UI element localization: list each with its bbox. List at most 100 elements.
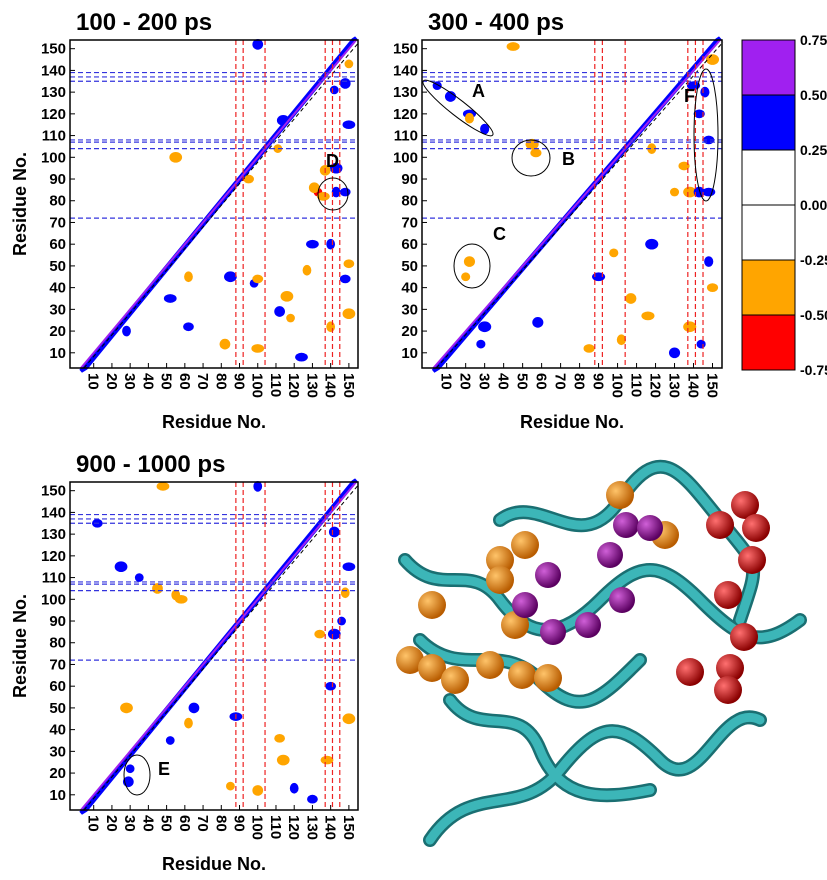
colorbar-label: -0.50 xyxy=(800,307,827,323)
y-tick-label: 150 xyxy=(393,41,418,58)
correlation-cell xyxy=(331,186,341,198)
y-tick-label: 20 xyxy=(401,323,418,340)
correlation-cell xyxy=(343,259,355,269)
x-tick-label: 50 xyxy=(158,373,175,390)
correlation-cell xyxy=(306,239,319,249)
y-tick-label: 100 xyxy=(41,149,66,166)
x-tick-label: 90 xyxy=(590,373,607,390)
y-tick-label: 110 xyxy=(42,570,66,587)
correlation-cell xyxy=(152,583,163,594)
correlation-cell xyxy=(641,311,655,321)
x-tick-label: 60 xyxy=(176,373,193,390)
correlation-cell xyxy=(344,59,354,69)
y-tick-label: 110 xyxy=(42,128,66,145)
x-tick-label: 130 xyxy=(303,815,320,840)
annotation-ellipse xyxy=(511,139,551,177)
correlation-cell xyxy=(114,561,128,573)
correlation-cell xyxy=(280,290,294,302)
x-tick-label: 130 xyxy=(666,373,683,398)
correlation-cell xyxy=(696,339,706,349)
colorbar-label: -0.25 xyxy=(800,252,827,268)
x-tick-label: 140 xyxy=(322,815,339,840)
y-tick-label: 100 xyxy=(41,591,66,608)
x-tick-label: 90 xyxy=(231,373,248,390)
y-tick-label: 140 xyxy=(393,62,418,79)
annotation-ellipse xyxy=(123,754,151,796)
x-tick-label: 70 xyxy=(194,373,211,390)
y-tick-label: 110 xyxy=(394,128,418,145)
correlation-cell xyxy=(683,321,697,333)
correlation-cell xyxy=(616,334,626,346)
annotation-ellipse xyxy=(422,79,494,137)
correlation-cell xyxy=(314,629,326,639)
y-tick-label: 20 xyxy=(49,323,66,340)
y-tick-label: 120 xyxy=(41,548,66,565)
y-tick-label: 120 xyxy=(393,106,418,123)
diagonal-core xyxy=(80,481,357,811)
correlation-cell xyxy=(693,109,705,119)
colorbar-label: -0.75 xyxy=(800,362,827,378)
correlation-cell xyxy=(165,736,175,745)
correlation-cell xyxy=(329,85,339,95)
x-tick-label: 110 xyxy=(267,373,284,397)
correlation-cell xyxy=(320,755,334,765)
y-tick-label: 70 xyxy=(49,214,66,231)
correlation-cell xyxy=(461,272,471,282)
y-tick-label: 60 xyxy=(49,678,66,695)
correlation-cell xyxy=(647,143,657,154)
plot-frame xyxy=(421,39,723,369)
diagonal-dash xyxy=(436,41,724,369)
x-tick-label: 60 xyxy=(533,373,550,390)
diagonal-core xyxy=(432,39,721,369)
x-tick-label: 20 xyxy=(103,373,120,390)
correlation-cell xyxy=(532,317,544,328)
plot-frame xyxy=(69,39,359,369)
correlation-cell xyxy=(326,321,336,333)
correlation-cell xyxy=(678,161,690,171)
x-axis-label: Residue No. xyxy=(162,412,266,432)
correlation-cell xyxy=(704,256,714,267)
correlation-cell xyxy=(645,238,659,250)
correlation-cell xyxy=(625,293,637,304)
x-tick-label: 80 xyxy=(571,373,588,390)
correlation-cell xyxy=(444,91,457,102)
colorbar-bin xyxy=(741,39,796,96)
correlation-cell xyxy=(125,764,135,774)
diagonal-dash xyxy=(83,483,360,811)
x-tick-label: 150 xyxy=(340,815,357,840)
correlation-cell xyxy=(295,352,308,362)
correlation-cell xyxy=(302,264,312,276)
y-tick-label: 50 xyxy=(49,700,66,717)
x-tick-label: 20 xyxy=(457,373,474,390)
colorbar-bin xyxy=(741,314,796,371)
annotation-label: D xyxy=(326,151,339,171)
heatmap-panel: 10 20 30 40 50 60 70 80 90 100 110 120 130 140 1501020… xyxy=(10,451,360,874)
colorbar-label: 0.25 xyxy=(800,142,827,158)
correlation-cell xyxy=(683,186,697,198)
correlation-cell xyxy=(506,42,520,51)
y-tick-label: 120 xyxy=(41,106,66,123)
x-tick-label: 10 xyxy=(438,373,455,390)
y-tick-label: 30 xyxy=(401,301,418,318)
y-tick-label: 70 xyxy=(49,656,66,673)
correlation-cell xyxy=(184,717,193,729)
correlation-cell xyxy=(253,481,263,492)
correlation-cell xyxy=(686,81,701,90)
correlation-cell xyxy=(308,182,320,194)
correlation-cell xyxy=(226,781,235,791)
y-tick-label: 30 xyxy=(49,743,66,760)
y-tick-label: 10 xyxy=(49,345,66,362)
x-tick-label: 60 xyxy=(176,815,193,832)
colorbar-bin xyxy=(741,259,796,316)
correlation-cell xyxy=(327,628,341,640)
y-tick-label: 80 xyxy=(49,635,66,652)
correlation-cell xyxy=(276,754,290,766)
correlation-cell xyxy=(122,325,131,337)
heatmap-panel: 10 20 30 40 50 60 70 80 90 100 110 120 130 140 1501020… xyxy=(393,9,724,432)
correlation-cell xyxy=(134,573,144,582)
correlation-cell xyxy=(252,274,264,284)
correlation-cell xyxy=(340,587,350,599)
correlation-cell xyxy=(326,238,336,250)
correlation-cell xyxy=(476,339,486,349)
